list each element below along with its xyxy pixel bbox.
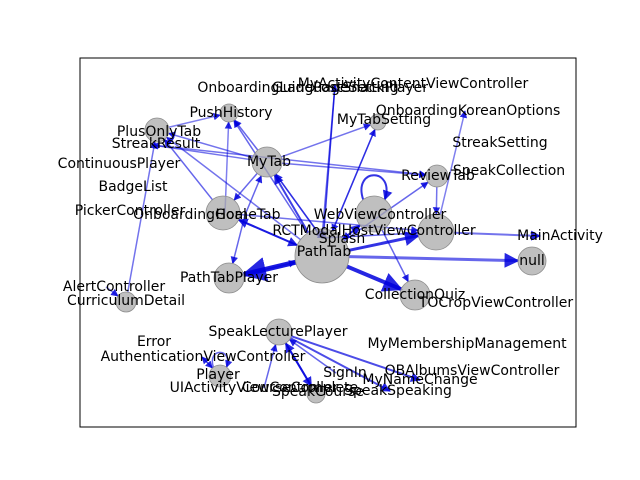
graph-edge bbox=[163, 138, 214, 201]
graph-node bbox=[399, 279, 431, 311]
node-label: PickerController bbox=[75, 203, 186, 219]
node-label: RCTModalHostViewController bbox=[272, 223, 476, 239]
graph-node bbox=[251, 146, 283, 178]
node-label: GuidePostSnackPlayer bbox=[272, 80, 428, 96]
node-label: WebViewController bbox=[314, 207, 447, 223]
graph-edge bbox=[243, 260, 297, 276]
node-label: StreakResult bbox=[112, 136, 201, 152]
graph-edge bbox=[273, 174, 310, 234]
graph-node bbox=[417, 213, 455, 251]
node-label: null bbox=[519, 253, 545, 269]
node-label: CourseComplete bbox=[242, 380, 358, 396]
edge-layer bbox=[105, 84, 541, 392]
graph-node bbox=[517, 246, 547, 276]
node-label: MyTabSetting bbox=[337, 112, 431, 128]
node-label: UIActivityViewController bbox=[170, 380, 339, 396]
graph-node bbox=[219, 103, 239, 123]
graph-edge bbox=[239, 213, 419, 234]
graph-node bbox=[205, 195, 241, 231]
graph-edge bbox=[381, 229, 409, 283]
node-label: StreakSetting bbox=[452, 135, 547, 151]
node-label: AuthenticationViewController bbox=[101, 349, 306, 365]
graph-edge bbox=[230, 214, 246, 265]
node-label: BadgeList bbox=[98, 179, 168, 195]
node-label: OnboardingGoal bbox=[133, 207, 247, 223]
graph-node bbox=[294, 228, 350, 284]
graph-edge bbox=[284, 342, 313, 387]
node-label: Splash bbox=[319, 231, 365, 247]
node-label: SpeakSpeaking bbox=[344, 383, 452, 399]
node-label: MyNameChange bbox=[362, 372, 477, 388]
label-layer: OnboardingLanguageSettingMyActivityConte… bbox=[58, 76, 603, 400]
graph-edge bbox=[318, 84, 336, 239]
graph-edge bbox=[244, 175, 263, 216]
graph-node bbox=[115, 291, 137, 313]
graph-edge bbox=[360, 174, 393, 201]
graph-edge bbox=[342, 224, 361, 240]
graph-node bbox=[369, 113, 387, 131]
graph-edge bbox=[290, 337, 391, 392]
node-label: OnboardingLanguageSetting bbox=[197, 80, 398, 96]
graph-edge bbox=[331, 129, 376, 232]
graph-edge bbox=[275, 173, 323, 239]
graph-node bbox=[306, 384, 326, 404]
node-layer bbox=[115, 103, 547, 404]
node-label: PushHistory bbox=[189, 105, 272, 121]
node-label: SpeakLecturePlayer bbox=[209, 324, 348, 340]
graph-edge bbox=[290, 335, 421, 382]
node-label: AlertController bbox=[63, 279, 165, 295]
node-label: MyActivityContentViewController bbox=[298, 76, 529, 92]
graph-edge bbox=[346, 264, 404, 292]
graph-edge bbox=[233, 172, 258, 201]
node-label: PathTabPlayer bbox=[180, 270, 278, 286]
node-label: SignIn bbox=[323, 365, 367, 381]
node-label: OnboardingKoreanOptions bbox=[376, 103, 561, 119]
graph-edge bbox=[127, 141, 158, 293]
graph-edge bbox=[348, 231, 420, 252]
node-label: MainActivity bbox=[517, 228, 603, 244]
node-label: MyMembershipManagement bbox=[367, 336, 567, 352]
graph-edge bbox=[168, 112, 221, 128]
node-label: MyTab bbox=[247, 154, 291, 170]
graph-edge bbox=[105, 286, 119, 297]
graph-edge bbox=[233, 119, 259, 151]
graph-edge bbox=[201, 356, 213, 369]
graph-edge bbox=[238, 218, 299, 247]
node-label: Error bbox=[137, 334, 171, 350]
graph-node bbox=[425, 164, 449, 188]
node-label: PlusOnlyTab bbox=[117, 124, 201, 140]
node-label: TOCropViewController bbox=[418, 295, 574, 311]
node-label: CurriculumDetail bbox=[67, 293, 185, 309]
node-label: CollectionQuiz bbox=[365, 287, 465, 303]
graph-edge bbox=[453, 230, 541, 241]
graph-edge bbox=[151, 144, 427, 178]
graph-edge bbox=[280, 123, 372, 158]
node-label: PathTab bbox=[297, 244, 352, 260]
graph-edge bbox=[263, 343, 278, 389]
graph-edge bbox=[288, 338, 337, 374]
node-label: HomeTab bbox=[215, 207, 280, 223]
node-label: SpeakCourse bbox=[272, 384, 364, 400]
node-label: OBAlbumsViewController bbox=[385, 363, 560, 379]
node-label: ContinuousPlayer bbox=[58, 156, 181, 172]
graph-edge bbox=[211, 351, 233, 368]
node-label: ReviewTab bbox=[401, 168, 475, 184]
graph-node bbox=[355, 195, 393, 233]
graph-edge bbox=[165, 136, 301, 241]
node-label: Player bbox=[196, 367, 240, 383]
graph-node bbox=[265, 318, 293, 346]
node-label: SpeakCollection bbox=[453, 163, 565, 179]
graph-node bbox=[213, 262, 245, 294]
graph-node bbox=[144, 117, 170, 143]
graph-node bbox=[208, 364, 232, 388]
graph-edge bbox=[281, 162, 427, 179]
graph-edge bbox=[439, 110, 468, 215]
graph-edge bbox=[348, 252, 520, 268]
